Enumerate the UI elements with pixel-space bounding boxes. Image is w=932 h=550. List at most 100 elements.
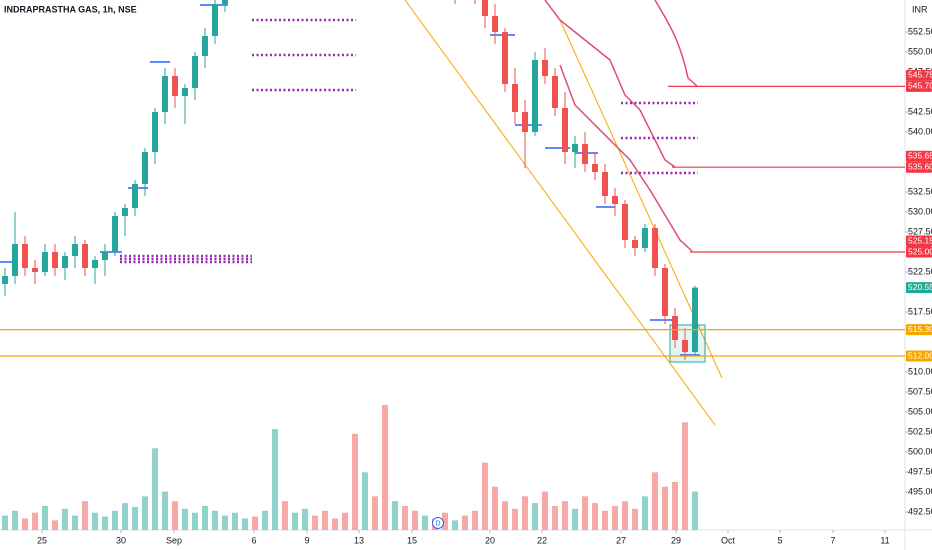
price-tag-label: 525.00 [908,246,932,256]
volume-bar [322,510,328,530]
candle-body [692,287,698,352]
price-tag [906,246,932,258]
volume-bar [152,448,158,530]
candle-body [542,60,548,76]
volume-bar [422,515,428,530]
volume-bar [72,515,78,530]
candle-body [582,144,588,164]
x-tick-label: 6 [251,535,256,545]
candle-body [162,76,168,112]
x-tick-label: 30 [116,535,126,545]
volume-bar [612,505,618,530]
candle-body [42,252,48,272]
y-tick-label: 550.00 [908,46,932,56]
volume-bar [642,496,648,530]
candle-body [572,144,578,152]
volume-bar [312,515,318,530]
candle-body [552,76,558,108]
candle-body [482,0,488,16]
x-tick-label: 5 [777,535,782,545]
candle-body [662,268,668,316]
volume-bar [22,518,28,530]
candle-body [72,244,78,256]
volume-bar [42,505,48,530]
candle-body [682,340,688,352]
candle-body [492,16,498,32]
volume-bar [372,496,378,530]
volume-bar [342,512,348,530]
volume-bar [522,496,528,530]
event-marker[interactable] [432,517,444,529]
series [2,0,698,530]
price-tag-label: 515.30 [908,324,932,334]
volume-bar [122,503,128,530]
x-tick-label: 20 [485,535,495,545]
candle-body [132,184,138,208]
x-tick-label: 13 [354,535,364,545]
volume-bar [502,501,508,530]
volume-bar [562,501,568,530]
candle-body [612,196,618,204]
candle-body [212,4,218,36]
x-tick-label: 7 [830,535,835,545]
volume-bar [672,481,678,530]
volume-bar [92,512,98,530]
candle-body [182,88,188,96]
y-tick-label: 510.00 [908,366,932,376]
candle-body [652,228,658,268]
volume-bar [292,512,298,530]
candle-body [602,172,608,196]
price-tag [906,324,932,336]
y-tick-label: 502.50 [908,426,932,436]
volume-bar [352,433,358,530]
x-tick-label: 22 [537,535,547,545]
volume-bar [652,472,658,530]
y-tick-label: 505.00 [908,406,932,416]
volume-bar [2,515,8,530]
volume-bar [392,501,398,530]
candle-body [82,244,88,268]
price-tag [906,69,932,81]
candle-body [672,316,678,340]
candle-body [172,76,178,96]
candle-body [642,228,648,248]
volume-bar [472,510,478,530]
x-tick-label: Sep [166,535,182,545]
price-tag [906,80,932,92]
candle-body [502,32,508,84]
y-tick-label: 542.50 [908,106,932,116]
candle-body [222,0,228,4]
volume-bar [252,516,258,530]
volume-bar [182,508,188,530]
volume-bar [32,512,38,530]
volume-bar [62,508,68,530]
chart-title: INDRAPRASTHA GAS, 1h, NSE [4,4,137,14]
y-tick-label: 540.00 [908,126,932,136]
volume-bar [482,462,488,530]
volume-bar [52,520,58,530]
volume-bar [452,520,458,530]
candle-body [512,84,518,112]
volume-bar [682,422,688,530]
candle-body [192,56,198,88]
x-tick-label: 9 [304,535,309,545]
candle-body [562,108,568,152]
candle-body [122,208,128,216]
x-tick-label: 29 [671,535,681,545]
candle-body [22,244,28,268]
volume-bar [462,515,468,530]
x-tick-label: 25 [37,535,47,545]
price-tag [906,350,932,362]
volume-bar [112,510,118,530]
y-tick-label: 507.50 [908,386,932,396]
x-tick-label: Oct [721,535,736,545]
event-marker-label[interactable]: D [435,520,440,527]
currency: INR [912,4,928,14]
candle-body [102,252,108,260]
candle-body [592,164,598,172]
volume-bar [102,516,108,530]
volume-bar [602,510,608,530]
volume-bar [532,503,538,530]
volume-bar [542,491,548,530]
